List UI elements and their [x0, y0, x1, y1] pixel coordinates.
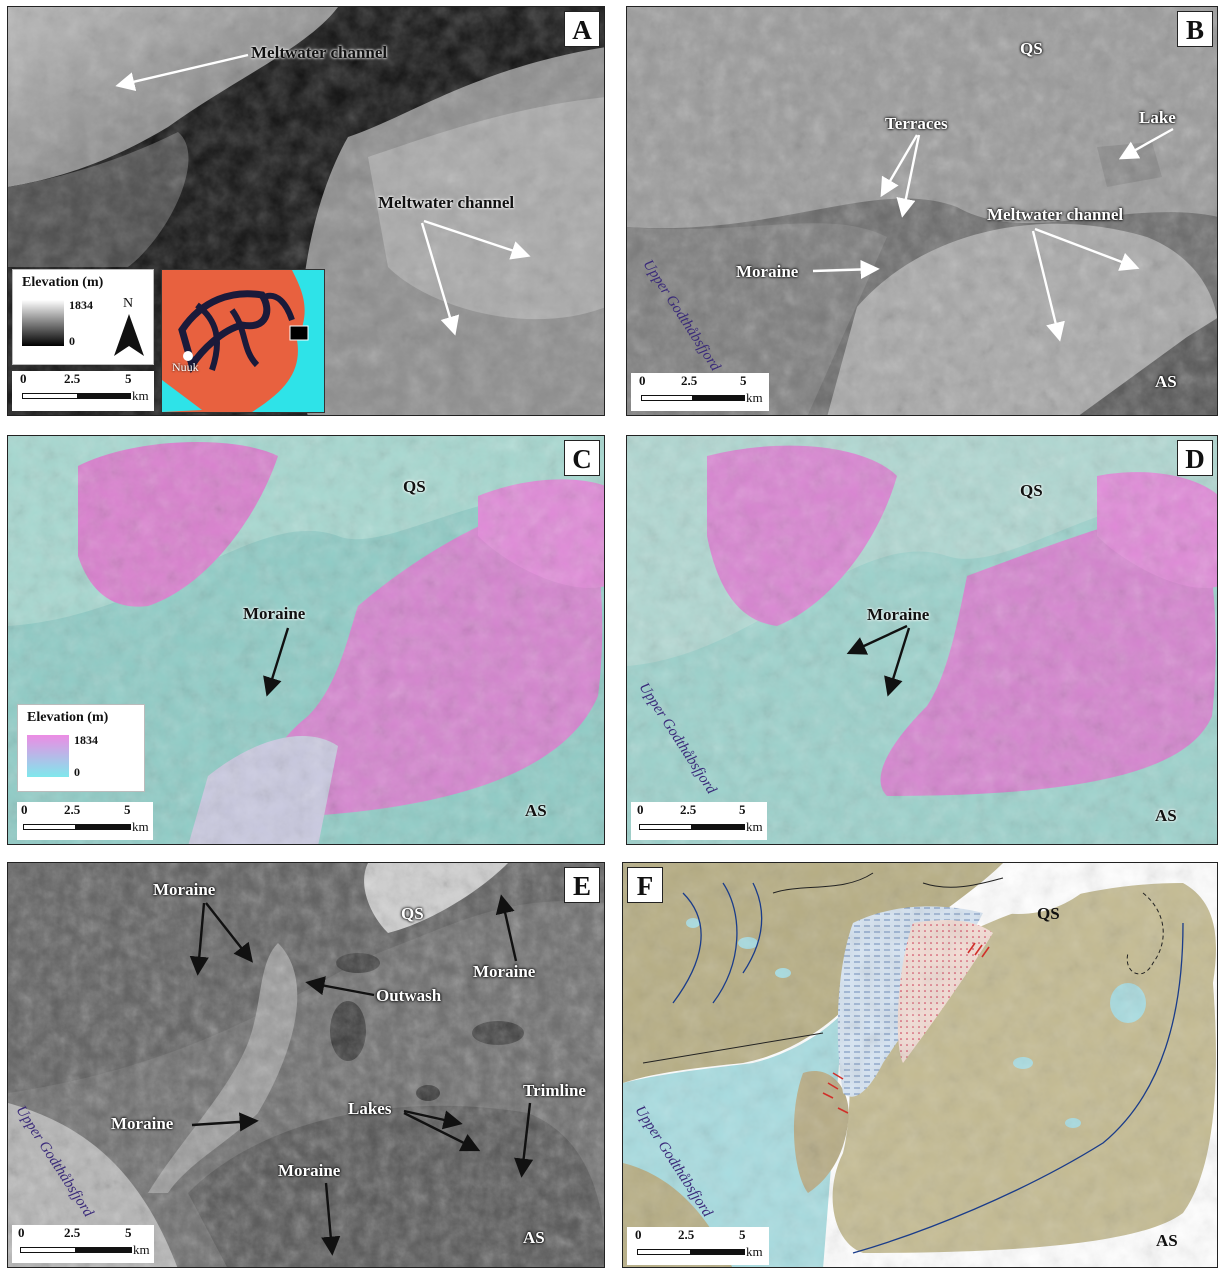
callout-moraine: Moraine — [736, 262, 799, 281]
callout-outwash: Outwash — [376, 986, 442, 1005]
scale-tick-2-5: 2.5 — [681, 373, 698, 388]
north-arrow-icon — [114, 314, 144, 356]
panel-label-f: F — [627, 867, 663, 903]
callout-meltwater-channel: Meltwater channel — [987, 205, 1124, 224]
panel-e-aerial-photo — [8, 863, 604, 1267]
panel-c-elevation — [8, 436, 604, 844]
panel-f: F QS AS Upper Godthåbsfjord 0 2.5 5 km — [622, 862, 1218, 1268]
panel-c: C QS Moraine AS Elevation (m) 1834 0 0 2… — [7, 435, 605, 845]
panel-f-geomorphological-map — [623, 863, 1217, 1267]
callout-meltwater-channel-2: Meltwater channel — [378, 193, 515, 212]
legend-min: 0 — [74, 765, 80, 779]
scale-tick-0: 0 — [21, 802, 28, 817]
scale-tick-0: 0 — [637, 802, 644, 817]
scale-tick-2-5: 2.5 — [678, 1227, 695, 1242]
callout-moraine-2: Moraine — [473, 962, 536, 981]
callout-as: AS — [1155, 806, 1177, 825]
legend-title: Elevation (m) — [27, 710, 109, 725]
scale-tick-0: 0 — [20, 371, 27, 386]
callout-qs: QS — [401, 904, 424, 923]
callout-trimline: Trimline — [523, 1081, 586, 1100]
legend-min: 0 — [69, 334, 75, 348]
panel-e: E Moraine QS Moraine Outwash Moraine Lak… — [7, 862, 605, 1268]
panel-d-elevation — [627, 436, 1217, 844]
scale-tick-5: 5 — [125, 1225, 132, 1240]
scalebar-f: 0 2.5 5 km — [627, 1227, 769, 1265]
callout-moraine-4: Moraine — [278, 1161, 341, 1180]
scale-tick-5: 5 — [739, 802, 746, 817]
panel-label-a: A — [564, 11, 600, 47]
legend-ramp — [27, 735, 69, 777]
callout-moraine: Moraine — [867, 605, 930, 624]
callout-meltwater-channel-1: Meltwater channel — [251, 43, 388, 62]
panel-label-e: E — [564, 867, 600, 903]
panel-b-hillshade — [627, 7, 1217, 415]
inset-city-label: Nuuk — [172, 360, 199, 374]
panel-label-c: C — [564, 440, 600, 476]
elevation-legend-a: Elevation (m) 1834 0 N — [12, 269, 154, 365]
north-label: N — [123, 296, 134, 311]
scale-unit: km — [746, 390, 763, 405]
scale-tick-2-5: 2.5 — [64, 802, 81, 817]
callout-as: AS — [523, 1228, 545, 1247]
legend-max: 1834 — [74, 733, 98, 747]
scale-tick-5: 5 — [739, 1227, 746, 1242]
location-inset: Nuuk — [161, 269, 325, 413]
scalebar-c: 0 2.5 5 km — [17, 802, 153, 840]
scale-tick-2-5: 2.5 — [680, 802, 697, 817]
callout-as: AS — [1156, 1231, 1178, 1250]
callout-moraine: Moraine — [243, 604, 306, 623]
callout-moraine-3: Moraine — [111, 1114, 174, 1133]
scale-tick-5: 5 — [125, 371, 132, 386]
scale-tick-0: 0 — [18, 1225, 25, 1240]
legend-max: 1834 — [69, 298, 93, 312]
legend-title: Elevation (m) — [22, 275, 104, 290]
panel-b: B QS Terraces Lake Meltwater channel Mor… — [626, 6, 1218, 416]
callout-qs: QS — [403, 477, 426, 496]
scale-unit: km — [132, 388, 149, 403]
scale-unit: km — [746, 819, 763, 834]
scale-tick-2-5: 2.5 — [64, 371, 81, 386]
panel-label-b: B — [1177, 11, 1213, 47]
panel-d: D QS Moraine AS Upper Godthåbsfjord 0 2.… — [626, 435, 1218, 845]
panel-a: A Meltwater channel Meltwater channel El… — [7, 6, 605, 416]
callout-as: AS — [525, 801, 547, 820]
callout-qs: QS — [1020, 481, 1043, 500]
scale-unit: km — [746, 1244, 763, 1259]
callout-moraine-1: Moraine — [153, 880, 216, 899]
callout-terraces: Terraces — [885, 114, 948, 133]
scale-unit: km — [133, 1242, 150, 1257]
scalebar-b: 0 2.5 5 km — [631, 373, 769, 411]
callout-lake: Lake — [1139, 108, 1176, 127]
scalebar-e: 0 2.5 5 km — [12, 1225, 154, 1263]
scale-tick-0: 0 — [635, 1227, 642, 1242]
scale-unit: km — [132, 819, 149, 834]
scalebar-d: 0 2.5 5 km — [631, 802, 767, 840]
callout-as: AS — [1155, 372, 1177, 391]
scalebar-a: 0 2.5 5 km — [12, 371, 154, 411]
callout-qs: QS — [1020, 39, 1043, 58]
scale-tick-5: 5 — [124, 802, 131, 817]
callout-qs: QS — [1037, 904, 1060, 923]
elevation-legend-c: Elevation (m) 1834 0 — [17, 704, 145, 792]
panel-label-d: D — [1177, 440, 1213, 476]
callout-lakes: Lakes — [348, 1099, 392, 1118]
scale-tick-5: 5 — [740, 373, 747, 388]
legend-ramp — [22, 300, 64, 346]
scale-tick-2-5: 2.5 — [64, 1225, 81, 1240]
inset-map — [162, 270, 309, 412]
scale-tick-0: 0 — [639, 373, 646, 388]
